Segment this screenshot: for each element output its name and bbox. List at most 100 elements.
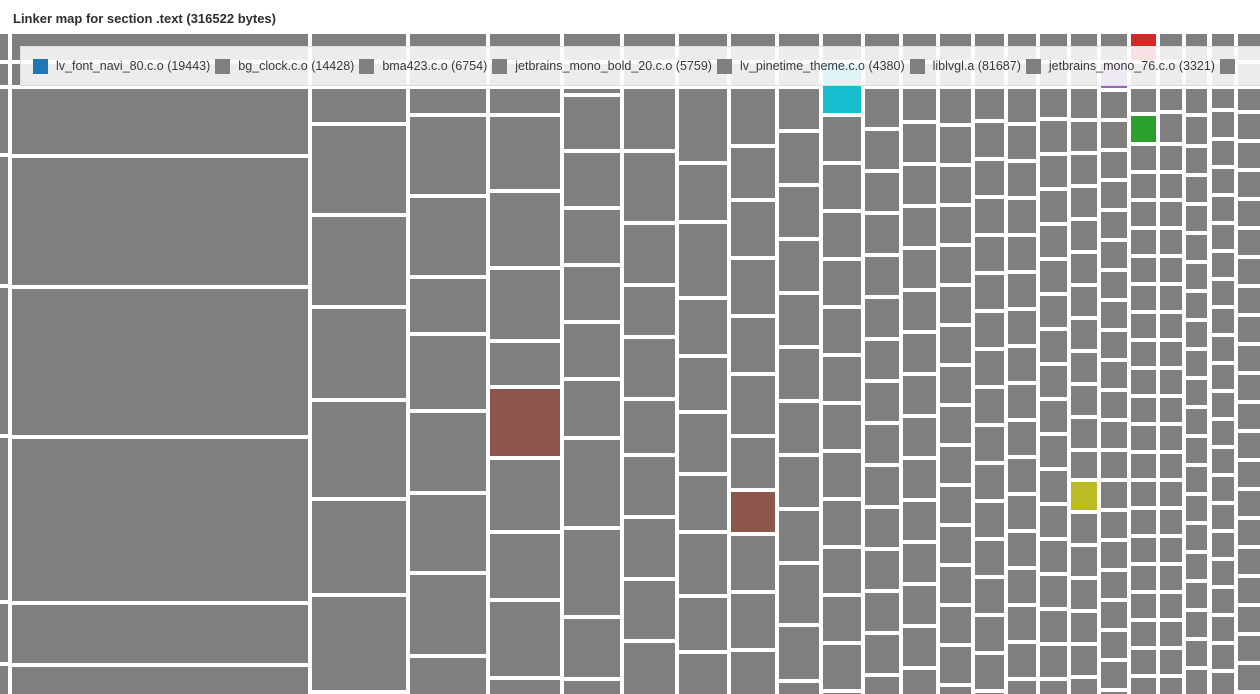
treemap-cell[interactable] [1212, 449, 1234, 473]
treemap-cell[interactable] [903, 544, 936, 582]
treemap-cell[interactable] [1071, 122, 1097, 151]
treemap-cell[interactable] [1040, 366, 1067, 397]
treemap-cell[interactable] [1101, 632, 1127, 658]
treemap-cell[interactable] [975, 313, 1004, 347]
treemap-cell[interactable] [1040, 471, 1067, 502]
treemap-cell[interactable] [1040, 296, 1067, 327]
treemap-cell[interactable] [1101, 422, 1127, 448]
treemap-cell[interactable] [731, 652, 775, 694]
treemap-cell[interactable] [1212, 533, 1234, 557]
treemap-cell[interactable] [624, 89, 675, 149]
treemap-cell[interactable] [1212, 617, 1234, 641]
treemap-cell[interactable] [679, 598, 727, 650]
treemap-cell[interactable] [779, 565, 819, 623]
treemap-cell[interactable] [865, 215, 899, 253]
treemap-cell[interactable] [975, 617, 1004, 651]
treemap-cell[interactable] [1238, 636, 1260, 661]
treemap-cell[interactable] [940, 487, 971, 523]
treemap-cell[interactable] [12, 158, 308, 285]
treemap-cell[interactable] [940, 247, 971, 283]
treemap-cell[interactable] [779, 683, 819, 694]
treemap-cell[interactable] [1131, 286, 1156, 310]
treemap-cell[interactable] [1186, 467, 1207, 492]
treemap-cell[interactable] [490, 89, 560, 113]
treemap-cell[interactable] [779, 295, 819, 345]
treemap-cell[interactable] [903, 418, 936, 456]
treemap-cell[interactable] [1160, 454, 1182, 478]
treemap-cell[interactable] [1040, 191, 1067, 222]
treemap-cell[interactable] [1071, 287, 1097, 316]
treemap-cell[interactable] [410, 575, 486, 654]
treemap-cell[interactable] [564, 440, 620, 526]
treemap-cell[interactable] [1186, 554, 1207, 579]
treemap-cell[interactable] [1040, 226, 1067, 257]
treemap-cell[interactable] [1008, 163, 1036, 196]
treemap-cell[interactable] [1131, 202, 1156, 226]
treemap-cell-olive[interactable] [1071, 482, 1097, 510]
treemap-cell[interactable] [1131, 594, 1156, 618]
treemap-cell[interactable] [823, 117, 861, 161]
treemap-cell[interactable] [490, 602, 560, 676]
treemap-cell-green[interactable] [1131, 116, 1156, 142]
treemap-cell[interactable] [1238, 665, 1260, 690]
treemap-cell[interactable] [1212, 281, 1234, 305]
treemap-cell[interactable] [410, 279, 486, 332]
treemap-cell[interactable] [1212, 89, 1234, 108]
treemap-cell[interactable] [823, 309, 861, 353]
treemap-cell[interactable] [1131, 510, 1156, 534]
treemap-cell[interactable] [1186, 612, 1207, 637]
treemap-cell[interactable] [1160, 622, 1182, 646]
treemap-cell[interactable] [564, 324, 620, 377]
treemap-cell[interactable] [940, 527, 971, 563]
treemap-cell[interactable] [1131, 370, 1156, 394]
treemap-cell[interactable] [1131, 230, 1156, 254]
treemap-cell[interactable] [1101, 152, 1127, 178]
treemap-cell[interactable] [865, 383, 899, 421]
treemap-cell[interactable] [1212, 197, 1234, 221]
treemap-cell[interactable] [1186, 351, 1207, 376]
treemap-cell[interactable] [679, 358, 727, 410]
treemap-cell[interactable] [779, 349, 819, 399]
treemap-cell[interactable] [1186, 206, 1207, 231]
treemap-cell[interactable] [0, 64, 8, 85]
treemap-cell[interactable] [1212, 141, 1234, 165]
treemap-cell[interactable] [1040, 646, 1067, 677]
treemap-cell[interactable] [1101, 182, 1127, 208]
treemap-cell[interactable] [823, 405, 861, 449]
treemap-cell[interactable] [564, 210, 620, 263]
treemap-cell[interactable] [564, 530, 620, 615]
treemap-cell[interactable] [564, 97, 620, 149]
treemap-cell[interactable] [940, 607, 971, 643]
treemap-cell[interactable] [490, 534, 560, 598]
treemap-cell[interactable] [624, 581, 675, 639]
treemap-cell[interactable] [903, 670, 936, 694]
treemap-cell[interactable] [1071, 646, 1097, 675]
treemap-cell[interactable] [1131, 650, 1156, 674]
treemap-cell[interactable] [1101, 602, 1127, 628]
treemap-cell[interactable] [779, 403, 819, 453]
treemap-cell[interactable] [865, 593, 899, 631]
treemap-cell[interactable] [1160, 342, 1182, 366]
treemap-cell[interactable] [731, 148, 775, 198]
treemap-cell[interactable] [975, 465, 1004, 499]
treemap-cell[interactable] [490, 460, 560, 530]
treemap-cell[interactable] [940, 207, 971, 243]
treemap-cell[interactable] [1238, 578, 1260, 603]
treemap-cell[interactable] [1186, 525, 1207, 550]
treemap-cell[interactable] [312, 217, 406, 305]
treemap-cell[interactable] [1186, 409, 1207, 434]
treemap-cell[interactable] [312, 309, 406, 398]
treemap-cell[interactable] [1186, 117, 1207, 144]
treemap-cell[interactable] [1238, 89, 1260, 110]
treemap-cell[interactable] [1212, 645, 1234, 669]
treemap-cell[interactable] [903, 89, 936, 120]
treemap-cell[interactable] [1040, 331, 1067, 362]
treemap-cell[interactable] [1212, 421, 1234, 445]
treemap-cell[interactable] [1008, 126, 1036, 159]
treemap-cell[interactable] [940, 89, 971, 123]
treemap-cell[interactable] [823, 357, 861, 401]
treemap-cell[interactable] [865, 131, 899, 169]
treemap-cell[interactable] [624, 339, 675, 397]
treemap-cell[interactable] [1008, 385, 1036, 418]
treemap-cell[interactable] [1131, 566, 1156, 590]
